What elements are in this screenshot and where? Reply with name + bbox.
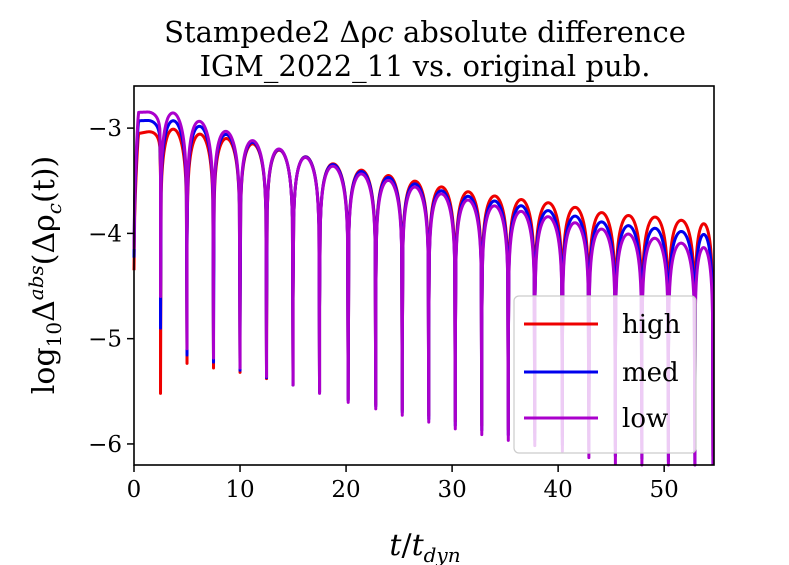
chart-title-line-2: IGM_2022_11 vs. original pub. — [200, 49, 651, 84]
x-tick-label: 50 — [650, 477, 679, 503]
x-tick-label: 20 — [331, 477, 360, 503]
y-axis-label: log10Δabs(Δρc(t)) — [24, 156, 66, 394]
chart-title-line-1: Stampede2 Δρc absolute difference — [164, 15, 686, 49]
legend: high med low — [513, 295, 697, 454]
y-tick-label: −5 — [88, 327, 122, 353]
tick-layer: 0 10 20 30 40 50 −6 −5 −4 −3 — [88, 116, 679, 503]
plot-frame — [133, 85, 715, 466]
series-line-low — [132, 110, 715, 467]
x-axis-label: t/tdyn — [389, 528, 460, 565]
legend-label-low: low — [622, 404, 668, 434]
y-tick-label: −3 — [88, 116, 122, 142]
x-tick-label: 40 — [543, 477, 572, 503]
x-tick-label: 0 — [127, 477, 142, 503]
y-tick-label: −6 — [88, 432, 122, 458]
legend-box — [513, 295, 697, 454]
x-tick-label: 10 — [225, 477, 254, 503]
y-tick-label: −4 — [88, 221, 122, 247]
legend-label-med: med — [622, 358, 679, 388]
series-layer — [132, 110, 715, 467]
legend-label-high: high — [622, 310, 681, 340]
x-tick-label: 30 — [437, 477, 466, 503]
